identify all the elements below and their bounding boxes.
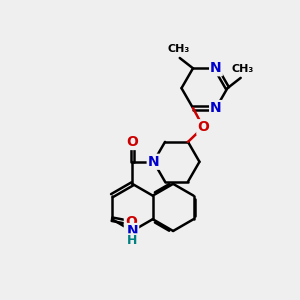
Text: O: O xyxy=(126,135,138,149)
Text: O: O xyxy=(125,215,137,229)
Text: CH₃: CH₃ xyxy=(231,64,253,74)
Text: N: N xyxy=(127,224,138,238)
Text: N: N xyxy=(148,155,159,169)
Text: CH₃: CH₃ xyxy=(167,44,189,54)
Text: O: O xyxy=(197,120,209,134)
Text: H: H xyxy=(127,234,137,247)
Text: N: N xyxy=(210,61,222,75)
Text: N: N xyxy=(210,101,222,115)
